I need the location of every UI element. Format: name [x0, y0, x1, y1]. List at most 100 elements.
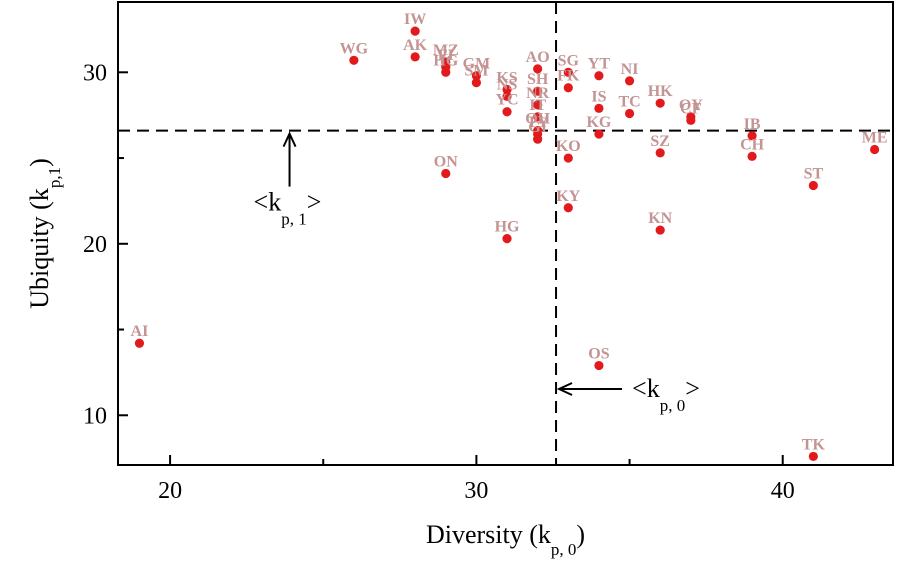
point-label: MZ — [433, 42, 459, 59]
point-label: CF — [680, 100, 702, 117]
point-label: ME — [862, 129, 888, 146]
point-label: ST — [804, 165, 824, 182]
kp0-annotation: <kp, 0> — [632, 374, 700, 415]
data-point — [471, 71, 481, 81]
kp1-sub: p, 1 — [281, 210, 307, 229]
point-label: GI — [528, 119, 547, 136]
data-point — [502, 234, 512, 244]
point-label: WG — [340, 40, 369, 57]
data-point — [594, 103, 604, 113]
point-label: FI — [438, 47, 454, 64]
point-label: HK — [648, 83, 673, 100]
kp0-sub: p, 0 — [660, 396, 686, 415]
data-point — [533, 100, 543, 110]
data-point — [655, 225, 665, 235]
data-point — [134, 338, 145, 348]
point-label: KN — [648, 210, 672, 227]
point-label: KG — [586, 114, 611, 131]
data-point — [502, 84, 512, 95]
point-label: OH — [525, 111, 550, 128]
point-label: KY — [556, 188, 580, 205]
point-label: TC — [618, 93, 640, 110]
mean-annotations: <kp, 1> <kp, 0> — [254, 131, 700, 415]
x-axis-title-main: Diversity (k — [426, 520, 551, 549]
x-tick-label: 40 — [771, 478, 795, 504]
point-label: IB — [744, 116, 761, 133]
data-point — [502, 107, 512, 117]
point-label: OY — [679, 97, 703, 114]
x-tick-label: 30 — [464, 478, 488, 504]
data-point — [624, 108, 635, 119]
point-label: SM — [464, 63, 488, 80]
data-point — [747, 131, 757, 141]
y-axis-title: Ubiquity (kp,1) — [25, 158, 64, 309]
data-point — [533, 112, 543, 122]
data-point — [533, 134, 543, 144]
point-label: AO — [526, 49, 550, 66]
data-point — [686, 115, 696, 125]
x-axis-title: Diversity (kp, 0) — [426, 520, 585, 559]
kp0-open: <k — [632, 374, 660, 403]
y-axis-title-main: Ubiquity (k — [25, 188, 54, 309]
y-tick-label: 10 — [83, 403, 107, 429]
data-point — [533, 64, 543, 74]
point-label: SZ — [650, 133, 670, 150]
point-label: HG — [433, 52, 458, 69]
point-label: IS — [591, 88, 606, 105]
point-label: OS — [588, 346, 609, 363]
plot-frame — [117, 1, 894, 466]
data-point — [441, 168, 451, 179]
data-point — [349, 55, 359, 65]
data-point — [594, 360, 604, 371]
point-label: NS — [497, 76, 518, 93]
point-label: KO — [556, 138, 581, 155]
data-point — [808, 451, 818, 462]
x-tick-label: 20 — [158, 478, 182, 504]
kp0-arrow-head — [556, 382, 573, 396]
point-label: SG — [558, 52, 580, 69]
kp0-close: > — [685, 374, 700, 403]
point-label: CH — [740, 136, 765, 153]
kp1-close: > — [307, 188, 322, 217]
point-label: TY — [527, 114, 550, 131]
data-point — [624, 76, 635, 86]
y-tick-label: 20 — [83, 232, 107, 258]
point-label: IW — [404, 11, 426, 28]
data-point — [655, 148, 665, 158]
y-tick-label: 30 — [83, 60, 107, 86]
data-point — [563, 203, 573, 213]
point-label: AK — [403, 37, 428, 54]
kp1-open: <k — [254, 188, 282, 217]
x-axis-title-sub: p, 0 — [551, 540, 577, 559]
point-label: IT — [529, 97, 546, 114]
data-point — [533, 86, 543, 96]
data-point — [870, 144, 880, 155]
point-label: ON — [434, 153, 458, 170]
data-point — [747, 151, 757, 161]
point-label: TK — [802, 436, 826, 453]
point-label: SH — [527, 71, 549, 88]
point-label: NR — [526, 85, 550, 102]
data-point — [410, 26, 420, 36]
data-point — [563, 67, 573, 77]
y-axis-title-close: ) — [25, 158, 54, 167]
data-point — [655, 98, 665, 108]
kp1-arrow-head — [282, 131, 297, 148]
data-point — [594, 129, 604, 139]
mean-lines — [118, 2, 893, 465]
x-axis-title-close: ) — [576, 520, 585, 549]
data-point — [502, 91, 512, 101]
data-point — [410, 52, 420, 62]
point-label: YT — [588, 56, 611, 73]
point-label: GM — [463, 56, 491, 73]
data-point — [471, 77, 481, 88]
data-point — [594, 71, 604, 81]
kp1-annotation: <kp, 1> — [254, 188, 322, 229]
point-label: KS — [496, 69, 517, 86]
point-label: FK — [557, 68, 580, 85]
point-label: YC — [495, 92, 518, 109]
point-label: NI — [621, 61, 639, 78]
data-point — [563, 153, 573, 163]
